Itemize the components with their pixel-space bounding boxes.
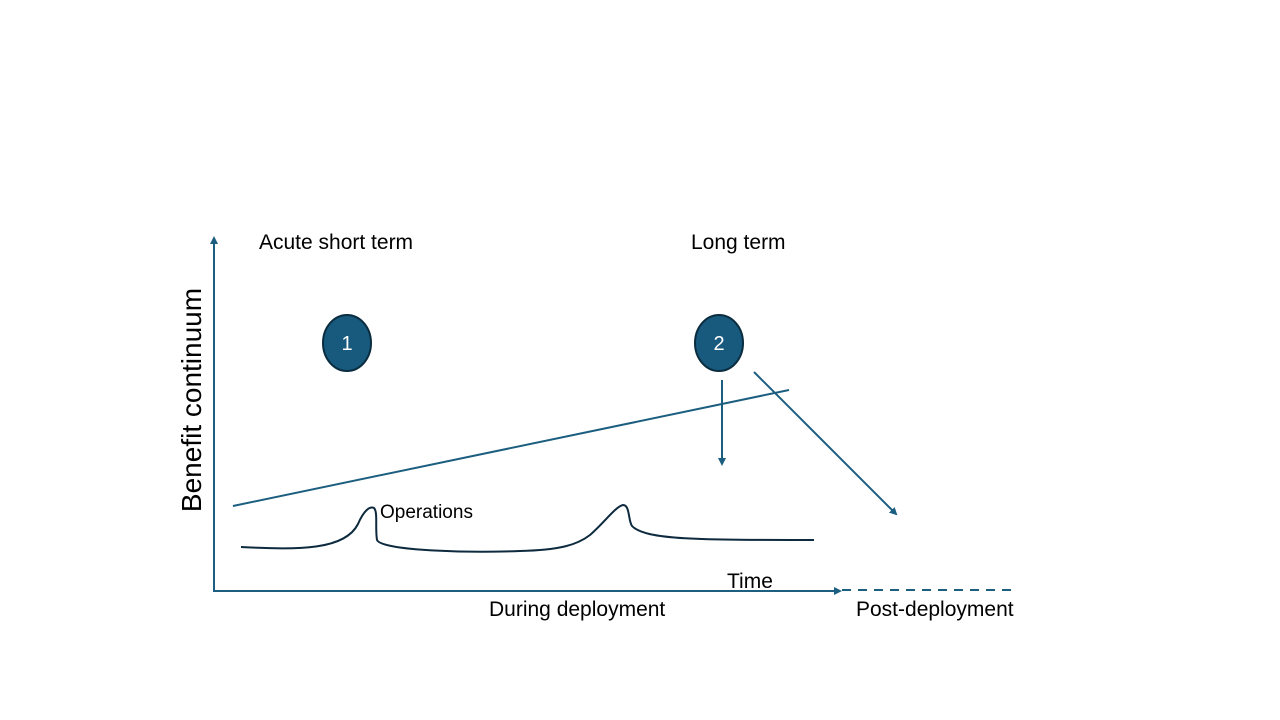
operations-label: Operations xyxy=(380,502,473,523)
marker-2-label: 2 xyxy=(713,333,724,355)
phase-short-label: Acute short term xyxy=(259,231,413,254)
marker-2-circle xyxy=(694,314,744,372)
y-axis-label: Benefit continuum xyxy=(176,288,207,512)
x-axis-label: Time xyxy=(727,570,773,593)
phase-long-label: Long term xyxy=(691,231,786,254)
marker-1-circle xyxy=(322,314,372,372)
operations-curve xyxy=(240,503,815,553)
marker-1-label: 1 xyxy=(341,333,352,355)
trend-line xyxy=(232,389,790,507)
period-during-label: During deployment xyxy=(489,598,665,621)
period-post-label: Post-deployment xyxy=(856,598,1014,621)
diagonal-arrow xyxy=(753,371,898,516)
